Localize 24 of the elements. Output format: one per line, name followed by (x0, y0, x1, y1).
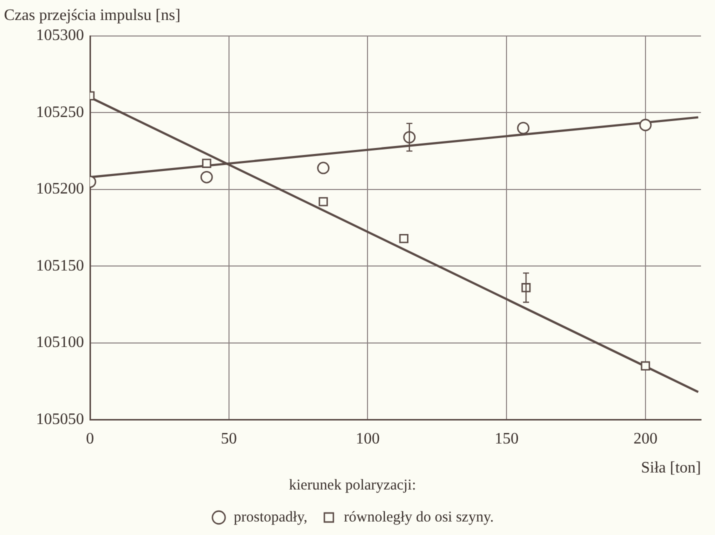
point (517, 122, 530, 134)
point (317, 162, 330, 174)
x-tick-label: 150 (494, 430, 519, 448)
legend-label: prostopadły, (234, 509, 308, 526)
y-tick-label: 105250 (36, 104, 84, 121)
point (200, 170, 213, 184)
x-tick-label: 50 (220, 430, 237, 448)
x-tick-label: 200 (633, 430, 658, 448)
legend-label: równoległy do osi szyny. (344, 509, 494, 526)
y-axis-title: Czas przejścia impulsu [ns] (4, 7, 180, 24)
x-axis-title: Siła [ton] (641, 460, 701, 477)
x-tick-label: 100 (356, 430, 380, 448)
y-tick-label: 105050 (36, 410, 84, 428)
y-tick-label: 105100 (36, 334, 84, 352)
point (202, 158, 212, 168)
legend-title: kierunek polaryzacji: (288, 477, 416, 494)
y-tick-label: 105300 (36, 27, 84, 44)
point (639, 118, 652, 132)
y-tick-label: 105150 (36, 257, 84, 274)
y-tick-label: 105200 (36, 180, 84, 198)
point (640, 361, 650, 370)
point (399, 234, 408, 244)
x-tick-label: 0 (86, 430, 94, 448)
point (318, 197, 328, 206)
